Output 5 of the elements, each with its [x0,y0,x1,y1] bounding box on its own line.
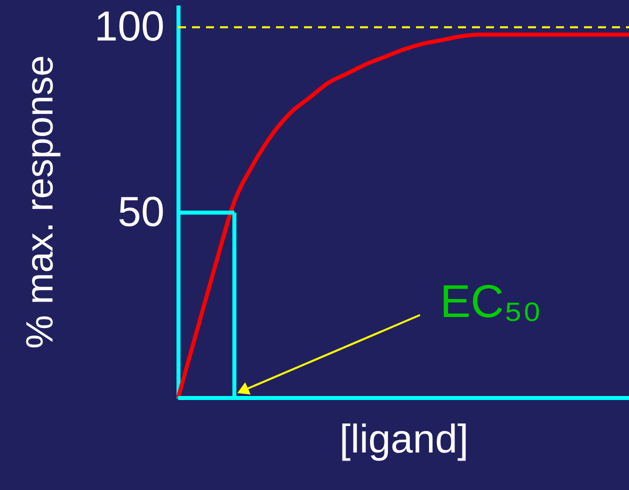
y-tick-label: 50 [118,188,164,236]
x-axis-title: [ligand] [340,418,468,462]
annotation: EC₅₀ [440,275,542,327]
y-axis-title: % max. response [19,55,62,349]
y-tick-label: 100 [94,2,164,50]
